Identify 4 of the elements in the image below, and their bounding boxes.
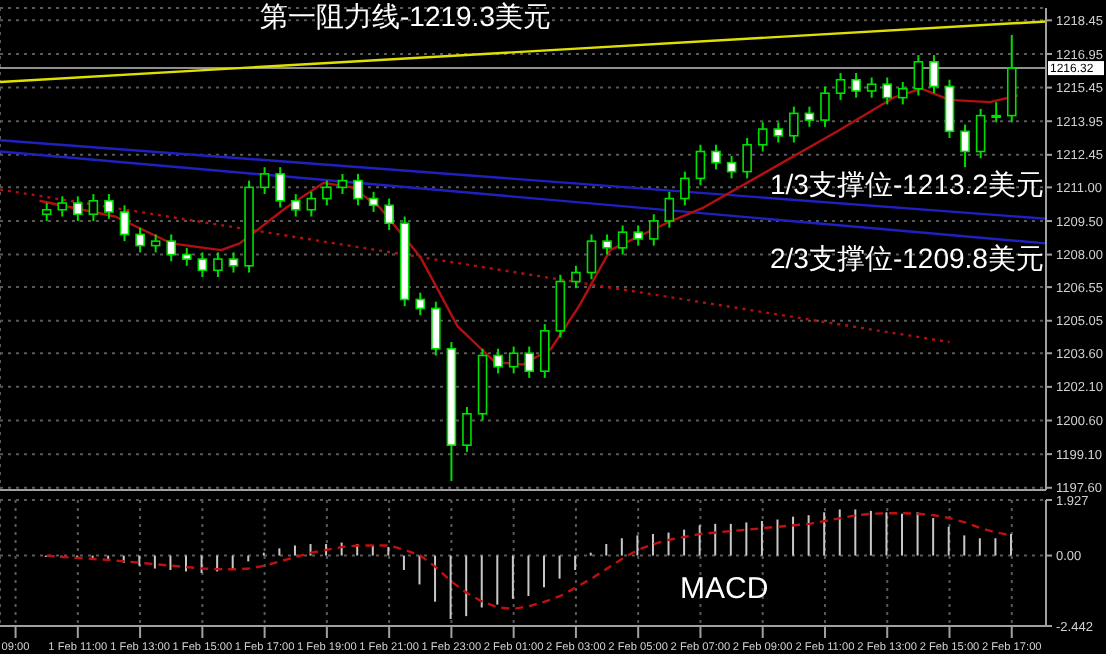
annotation: MACD [680, 572, 769, 606]
series-label: 2/3支撑位-1209.8美元 [770, 242, 1044, 278]
series-label: 1/3支撑位-1213.2美元 [770, 168, 1044, 204]
series-label: 第一阻力线-1219.3美元 [260, 0, 551, 36]
